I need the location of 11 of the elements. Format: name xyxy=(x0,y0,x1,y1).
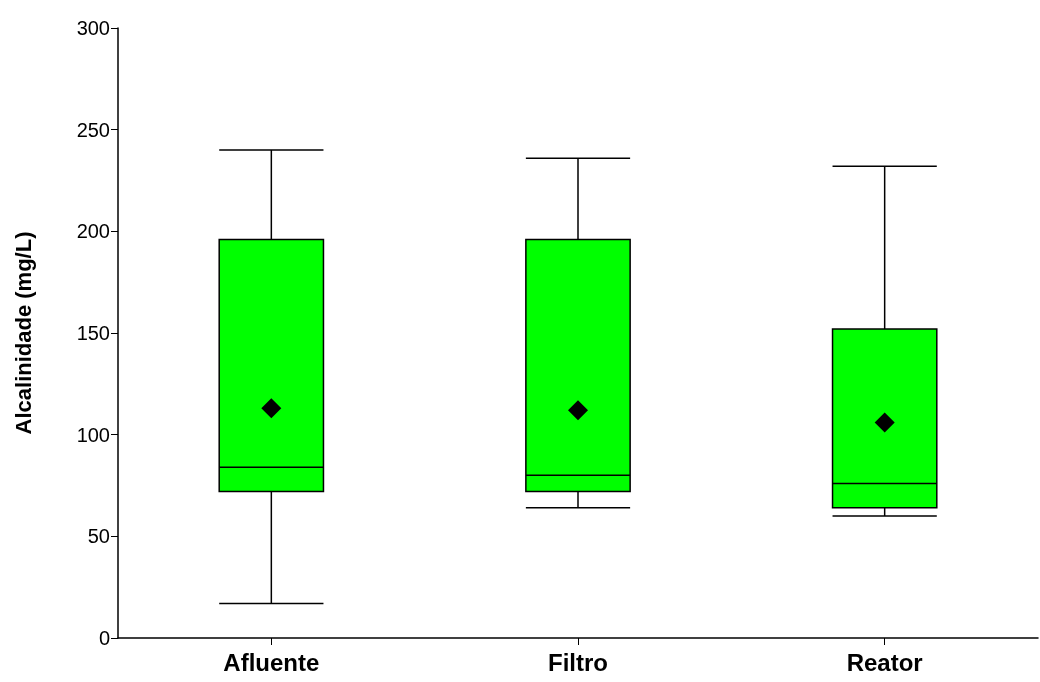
x-tick-label: Afluente xyxy=(223,648,320,676)
y-tick-label: 100 xyxy=(76,423,110,446)
y-tick-label: 200 xyxy=(76,220,110,243)
y-tick-label: 250 xyxy=(76,118,110,141)
y-tick-label: 50 xyxy=(87,525,110,548)
x-tick-label: Reator xyxy=(846,648,923,676)
y-tick-label: 150 xyxy=(76,322,110,344)
y-tick-label: 0 xyxy=(98,627,110,649)
y-tick-label: 300 xyxy=(76,17,110,39)
y-axis-title: Alcalinidade (mg/L) xyxy=(10,231,36,435)
x-tick-label: Filtro xyxy=(548,648,608,676)
